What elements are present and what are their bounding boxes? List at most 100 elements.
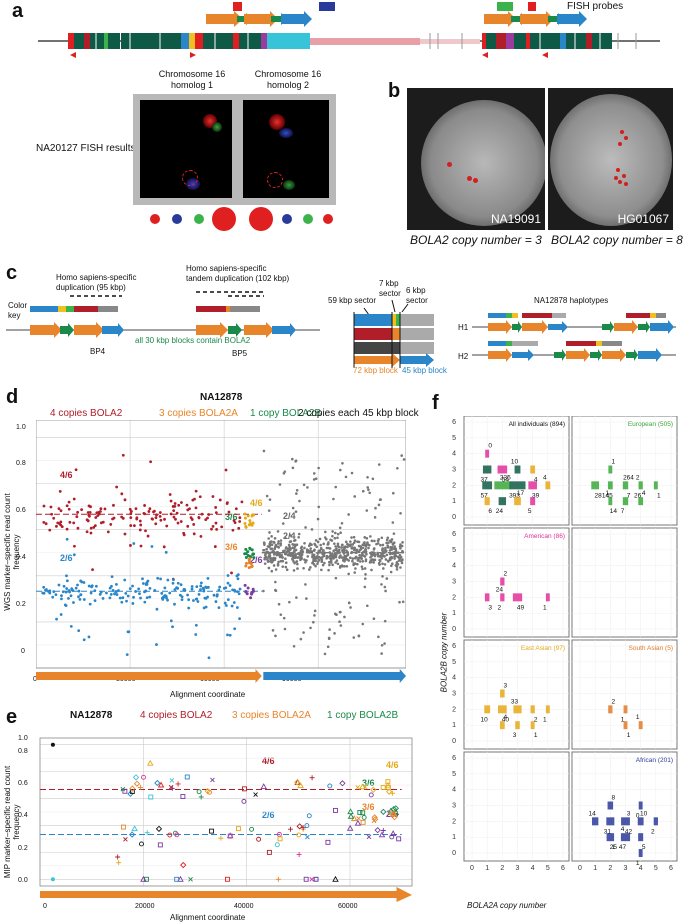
data-point-45kbp bbox=[275, 552, 279, 555]
data-point-45kbp bbox=[336, 562, 340, 566]
data-point-45kbp bbox=[283, 536, 287, 540]
data-point-45kbp bbox=[274, 580, 277, 584]
mip-point bbox=[392, 805, 399, 812]
homolog2-label: Chromosome 16 homolog 2 bbox=[254, 69, 322, 90]
data-point-45kbp bbox=[292, 546, 296, 550]
data-point-bola2 bbox=[151, 517, 154, 521]
data-point-45kbp bbox=[401, 541, 404, 544]
data-point-45kbp bbox=[286, 549, 290, 552]
data-point-45kbp bbox=[293, 538, 297, 542]
data-point-45kbp bbox=[265, 494, 269, 498]
data-point-45kbp bbox=[365, 552, 368, 556]
data-point-45kbp bbox=[317, 555, 321, 559]
data-point-45kbp bbox=[338, 551, 342, 554]
data-point-bola2 bbox=[123, 532, 127, 536]
data-point-bola2b-2 bbox=[243, 583, 247, 587]
data-point-45kbp bbox=[344, 540, 348, 544]
data-point-bola2a bbox=[98, 592, 102, 596]
mip-point bbox=[227, 833, 233, 839]
data-point-45kbp bbox=[361, 489, 365, 493]
data-point-45kbp bbox=[362, 554, 365, 557]
panel-e-xtick-1: 20000 bbox=[135, 903, 155, 910]
data-point-45kbp bbox=[299, 637, 303, 641]
data-point-45kbp bbox=[353, 539, 357, 542]
panel-e-scatter-plot bbox=[39, 737, 413, 902]
data-point-45kbp bbox=[363, 536, 367, 539]
data-point-45kbp bbox=[311, 561, 315, 565]
data-point-bola2 bbox=[238, 516, 242, 520]
data-point-bola2 bbox=[52, 516, 56, 520]
data-point-bola2a bbox=[65, 579, 69, 583]
data-point-bola2b-3o bbox=[249, 565, 253, 569]
data-point-bola2 bbox=[144, 529, 147, 533]
data-point-bola2a bbox=[69, 624, 73, 628]
mip-point bbox=[174, 832, 180, 838]
data-point-45kbp bbox=[293, 550, 296, 554]
cn-count-label: 17 bbox=[517, 490, 525, 497]
data-point-bola2a bbox=[153, 589, 157, 592]
data-point-bola2a bbox=[160, 591, 164, 595]
data-point-45kbp bbox=[384, 549, 388, 553]
data-point-bola2a bbox=[77, 629, 81, 633]
panel-e-title: NA12878 bbox=[70, 710, 113, 721]
data-point-45kbp bbox=[344, 475, 348, 479]
data-point-bola2b-3o bbox=[247, 561, 251, 565]
data-point-45kbp bbox=[281, 565, 285, 568]
data-point-45kbp bbox=[391, 552, 394, 555]
data-point-bola2 bbox=[233, 521, 237, 525]
mip-point bbox=[288, 826, 294, 832]
data-point-bola2a bbox=[87, 584, 91, 588]
data-point-bola2 bbox=[57, 507, 61, 510]
data-point-45kbp bbox=[354, 567, 357, 570]
data-point-45kbp bbox=[340, 556, 344, 559]
data-point-45kbp bbox=[329, 559, 333, 562]
panel-a-locus-diagram bbox=[38, 2, 660, 58]
data-point-bola2 bbox=[89, 505, 92, 509]
panel-c-schematic bbox=[6, 291, 320, 338]
mip-point bbox=[50, 877, 55, 882]
panel-label-a: a bbox=[12, 0, 24, 22]
mip-point bbox=[296, 851, 302, 857]
data-point-bola2 bbox=[72, 521, 76, 525]
data-point-bola2a bbox=[93, 599, 97, 603]
data-point-45kbp bbox=[295, 489, 299, 492]
data-point-45kbp bbox=[269, 542, 272, 546]
cn-count-label: 10 bbox=[511, 459, 519, 466]
cn-count-label: 31 bbox=[604, 828, 612, 835]
data-point-45kbp bbox=[349, 540, 352, 543]
panel-f-xlabel: BOLA2A copy number bbox=[467, 901, 547, 910]
data-point-bola2a bbox=[226, 574, 230, 577]
data-point-bola2 bbox=[99, 521, 103, 525]
data-point-45kbp bbox=[322, 554, 326, 558]
data-point-45kbp bbox=[366, 541, 369, 544]
homolog1-label: Chromosome 16 homolog 1 bbox=[158, 69, 226, 90]
cn-count-label: 0 bbox=[488, 443, 492, 450]
data-point-45kbp bbox=[398, 553, 402, 557]
mip-point bbox=[389, 834, 395, 840]
data-point-bola2 bbox=[146, 534, 150, 538]
facet-frame bbox=[463, 751, 570, 862]
data-point-bola2 bbox=[123, 498, 127, 502]
data-point-45kbp bbox=[319, 543, 322, 547]
panel-d-ann-2-4-a: 2/4 bbox=[283, 511, 296, 521]
panel-d-xtick-0: 0 bbox=[33, 676, 37, 683]
data-point-45kbp bbox=[293, 543, 297, 547]
cn-count-label: 1 bbox=[612, 844, 616, 851]
data-point-45kbp bbox=[363, 585, 367, 589]
data-point-45kbp bbox=[276, 542, 280, 545]
cn-count-label: 3 bbox=[627, 810, 631, 817]
data-point-45kbp bbox=[322, 542, 325, 546]
data-point-45kbp bbox=[272, 564, 276, 567]
data-point-bola2 bbox=[211, 495, 215, 498]
data-point-45kbp bbox=[295, 492, 298, 495]
mip-point bbox=[359, 783, 366, 790]
fish-homolog2-image bbox=[243, 100, 329, 198]
data-point-bola2b-4 bbox=[243, 512, 247, 516]
data-point-45kbp bbox=[356, 559, 360, 562]
data-point-bola2a bbox=[171, 625, 174, 629]
data-point-45kbp bbox=[393, 555, 396, 558]
mip-point bbox=[389, 830, 397, 837]
data-point-bola2a bbox=[172, 578, 175, 582]
cn-count-label: 0 bbox=[636, 813, 640, 820]
mip-point bbox=[129, 788, 135, 794]
